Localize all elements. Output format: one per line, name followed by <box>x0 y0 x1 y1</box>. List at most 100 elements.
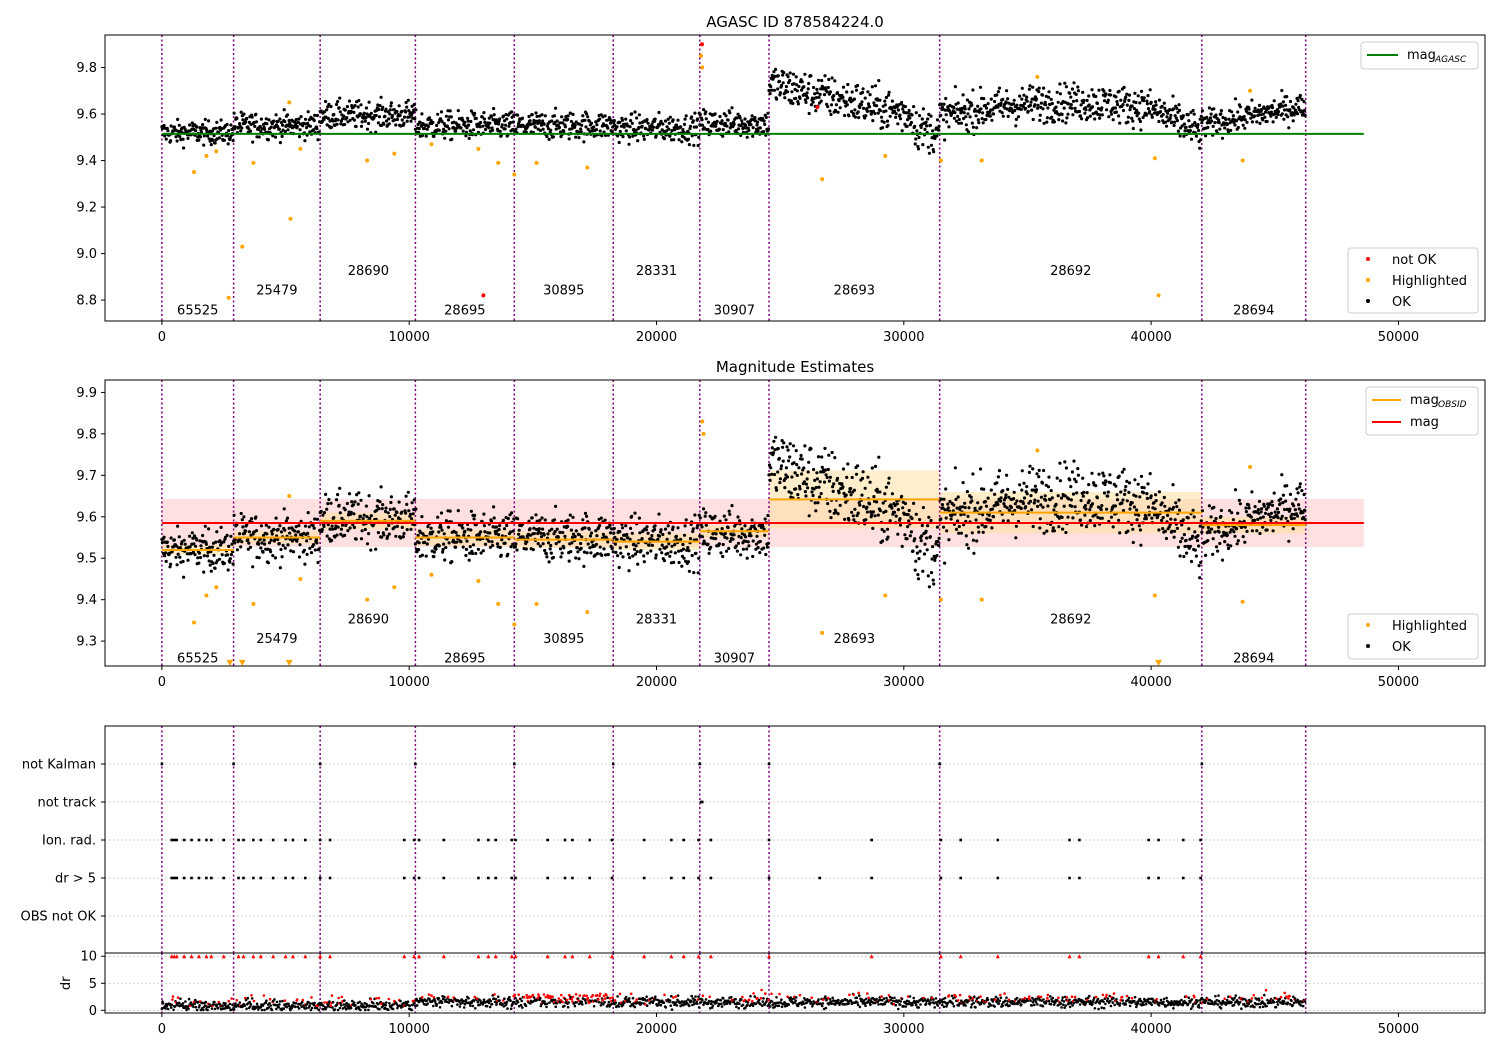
ok-point <box>806 96 810 100</box>
highlighted-point <box>476 579 481 584</box>
flag-point <box>510 838 514 842</box>
ok-point <box>795 473 799 477</box>
ok-point <box>831 98 835 102</box>
ok-point <box>826 467 830 472</box>
ok-point <box>1056 494 1060 498</box>
ok-point <box>971 472 975 476</box>
ok-point <box>1004 100 1008 104</box>
ok-point <box>483 127 488 132</box>
ok-point <box>444 129 448 133</box>
ok-point <box>662 137 667 141</box>
ok-point <box>346 529 350 533</box>
ok-point <box>558 130 563 134</box>
ok-point <box>265 532 269 536</box>
ok-point <box>1033 498 1037 502</box>
ok-point <box>1211 124 1215 128</box>
ok-point <box>767 473 771 477</box>
ok-point <box>554 127 558 131</box>
flag-point <box>642 876 646 880</box>
ok-point <box>530 516 534 520</box>
highlighted-point <box>429 572 434 577</box>
ok-point <box>650 543 655 548</box>
ok-point <box>342 114 346 118</box>
ok-point <box>937 543 941 548</box>
ok-point <box>873 84 878 88</box>
ok-point <box>944 516 948 520</box>
ok-point <box>1099 508 1103 512</box>
dr-point <box>213 1000 216 1004</box>
ok-point <box>815 471 819 475</box>
ok-point <box>696 143 700 148</box>
ok-point <box>1173 114 1177 118</box>
ok-point <box>734 128 738 133</box>
ok-point <box>503 541 507 545</box>
ok-point <box>653 527 657 532</box>
flag-row-label: not track <box>37 796 96 811</box>
ok-point <box>599 516 603 520</box>
ok-point <box>798 487 802 491</box>
ok-point <box>657 512 661 516</box>
highlighted-point <box>365 158 370 163</box>
magest-ytick-label: 9.9 <box>76 386 97 401</box>
ok-point <box>916 144 920 149</box>
ok-point <box>645 525 649 529</box>
ok-point <box>626 552 631 556</box>
ok-point <box>1218 127 1222 131</box>
ok-point <box>420 515 424 519</box>
ok-point <box>1013 508 1017 513</box>
flag-point <box>284 876 287 880</box>
ok-point <box>813 92 817 96</box>
ok-point <box>884 485 889 489</box>
ok-point <box>637 113 642 117</box>
ok-point <box>614 550 618 555</box>
ok-point <box>501 114 505 118</box>
ok-point <box>387 523 391 528</box>
ok-point <box>254 515 258 519</box>
ok-point <box>783 96 787 100</box>
ok-point <box>1174 501 1178 505</box>
ok-point <box>308 546 312 551</box>
ok-point <box>517 532 521 536</box>
ok-point <box>543 114 547 118</box>
ok-point <box>1127 490 1131 494</box>
ok-point <box>387 117 391 121</box>
ok-point <box>931 545 935 549</box>
ok-point <box>791 72 796 76</box>
ok-point <box>1142 99 1146 103</box>
ok-point <box>394 123 398 127</box>
ok-point <box>1124 485 1128 489</box>
dr-point <box>235 998 238 1002</box>
ok-point <box>723 121 728 125</box>
dr-point <box>369 998 373 1001</box>
ok-point <box>944 487 948 491</box>
ok-point <box>1039 495 1043 499</box>
ok-point <box>977 110 982 114</box>
ok-point <box>836 110 840 114</box>
ok-point <box>1052 529 1056 533</box>
not-ok-point <box>815 105 820 110</box>
ok-point <box>672 138 676 142</box>
ok-point <box>977 530 981 534</box>
ok-point <box>313 548 317 552</box>
ok-point <box>781 81 785 85</box>
dr-point <box>249 1005 252 1008</box>
ok-point <box>539 535 544 539</box>
ok-point <box>947 125 951 129</box>
ok-point <box>240 518 244 522</box>
ok-point <box>1041 107 1045 111</box>
dr-point <box>410 1008 414 1012</box>
ok-point <box>890 506 894 510</box>
ok-point <box>981 530 985 534</box>
ok-point <box>901 506 905 510</box>
ok-point <box>251 565 255 569</box>
ok-point <box>387 532 391 536</box>
ok-point <box>317 547 321 551</box>
ok-point <box>397 104 401 108</box>
ok-point <box>1145 99 1149 103</box>
dr-point <box>161 1002 165 1005</box>
flag-row-label: not Kalman <box>22 758 96 773</box>
ok-point <box>239 511 243 516</box>
ok-point <box>772 472 777 477</box>
ok-point <box>203 117 207 121</box>
ok-point <box>659 528 663 532</box>
